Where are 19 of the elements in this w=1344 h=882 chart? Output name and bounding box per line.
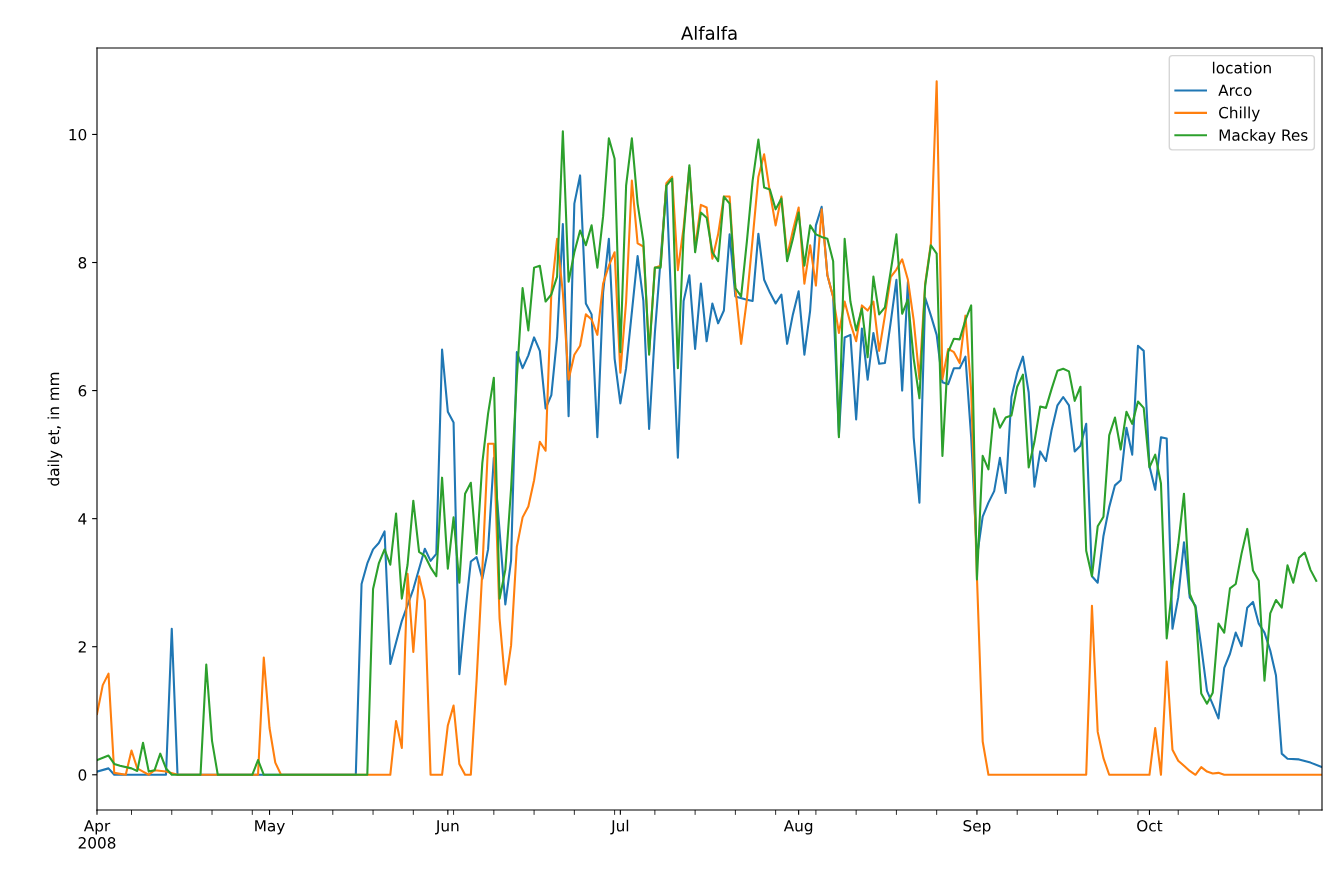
chart-title: Alfalfa <box>681 25 737 40</box>
y-tick-label: 10 <box>69 128 87 141</box>
x-tick-label: Sep <box>963 819 991 835</box>
y-tick-label: 2 <box>78 641 86 653</box>
x-tick-label: Jun <box>435 820 459 835</box>
y-tick-label: 6 <box>78 385 87 397</box>
legend-title: location <box>1212 61 1271 74</box>
y-tick-label: 4 <box>78 513 87 525</box>
x-tick-label: Jul <box>610 819 629 835</box>
x-tick-label: Aug <box>783 820 813 835</box>
y-tick-label: 8 <box>78 256 87 269</box>
y-axis-title: daily et, in mm <box>47 372 63 486</box>
x-tick-label: Oct <box>1137 819 1163 832</box>
legend-label: Arco <box>1218 84 1252 96</box>
y-tick-label: 0 <box>78 769 87 781</box>
x-tick-label: Apr 2008 <box>78 820 116 849</box>
x-tick-label: May <box>255 820 285 835</box>
legend-label: Chilly <box>1219 106 1260 122</box>
legend-label: Mackay Res <box>1219 129 1308 144</box>
